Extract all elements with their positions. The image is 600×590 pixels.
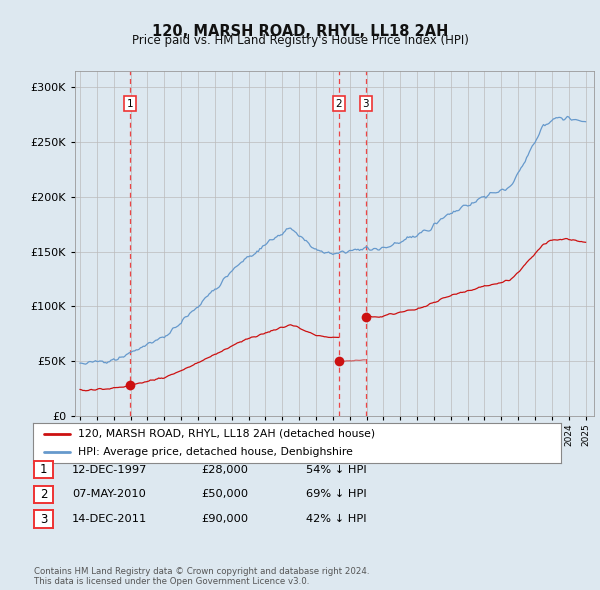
Text: 120, MARSH ROAD, RHYL, LL18 2AH (detached house): 120, MARSH ROAD, RHYL, LL18 2AH (detache… <box>78 429 375 439</box>
Text: 2: 2 <box>336 99 343 109</box>
Text: 120, MARSH ROAD, RHYL, LL18 2AH: 120, MARSH ROAD, RHYL, LL18 2AH <box>152 24 448 38</box>
Text: £28,000: £28,000 <box>201 465 248 474</box>
Text: £90,000: £90,000 <box>201 514 248 524</box>
Text: 12-DEC-1997: 12-DEC-1997 <box>72 465 148 474</box>
Text: 14-DEC-2011: 14-DEC-2011 <box>72 514 147 524</box>
Text: 1: 1 <box>127 99 133 109</box>
Text: 1: 1 <box>40 463 47 476</box>
Text: Contains HM Land Registry data © Crown copyright and database right 2024.
This d: Contains HM Land Registry data © Crown c… <box>34 567 370 586</box>
Text: HPI: Average price, detached house, Denbighshire: HPI: Average price, detached house, Denb… <box>78 447 353 457</box>
Text: 42% ↓ HPI: 42% ↓ HPI <box>306 514 367 524</box>
Text: 2: 2 <box>40 488 47 501</box>
Text: 54% ↓ HPI: 54% ↓ HPI <box>306 465 367 474</box>
Text: 3: 3 <box>362 99 369 109</box>
Text: £50,000: £50,000 <box>201 490 248 499</box>
Text: 3: 3 <box>40 513 47 526</box>
Text: 07-MAY-2010: 07-MAY-2010 <box>72 490 146 499</box>
Text: 69% ↓ HPI: 69% ↓ HPI <box>306 490 367 499</box>
Text: Price paid vs. HM Land Registry's House Price Index (HPI): Price paid vs. HM Land Registry's House … <box>131 34 469 47</box>
